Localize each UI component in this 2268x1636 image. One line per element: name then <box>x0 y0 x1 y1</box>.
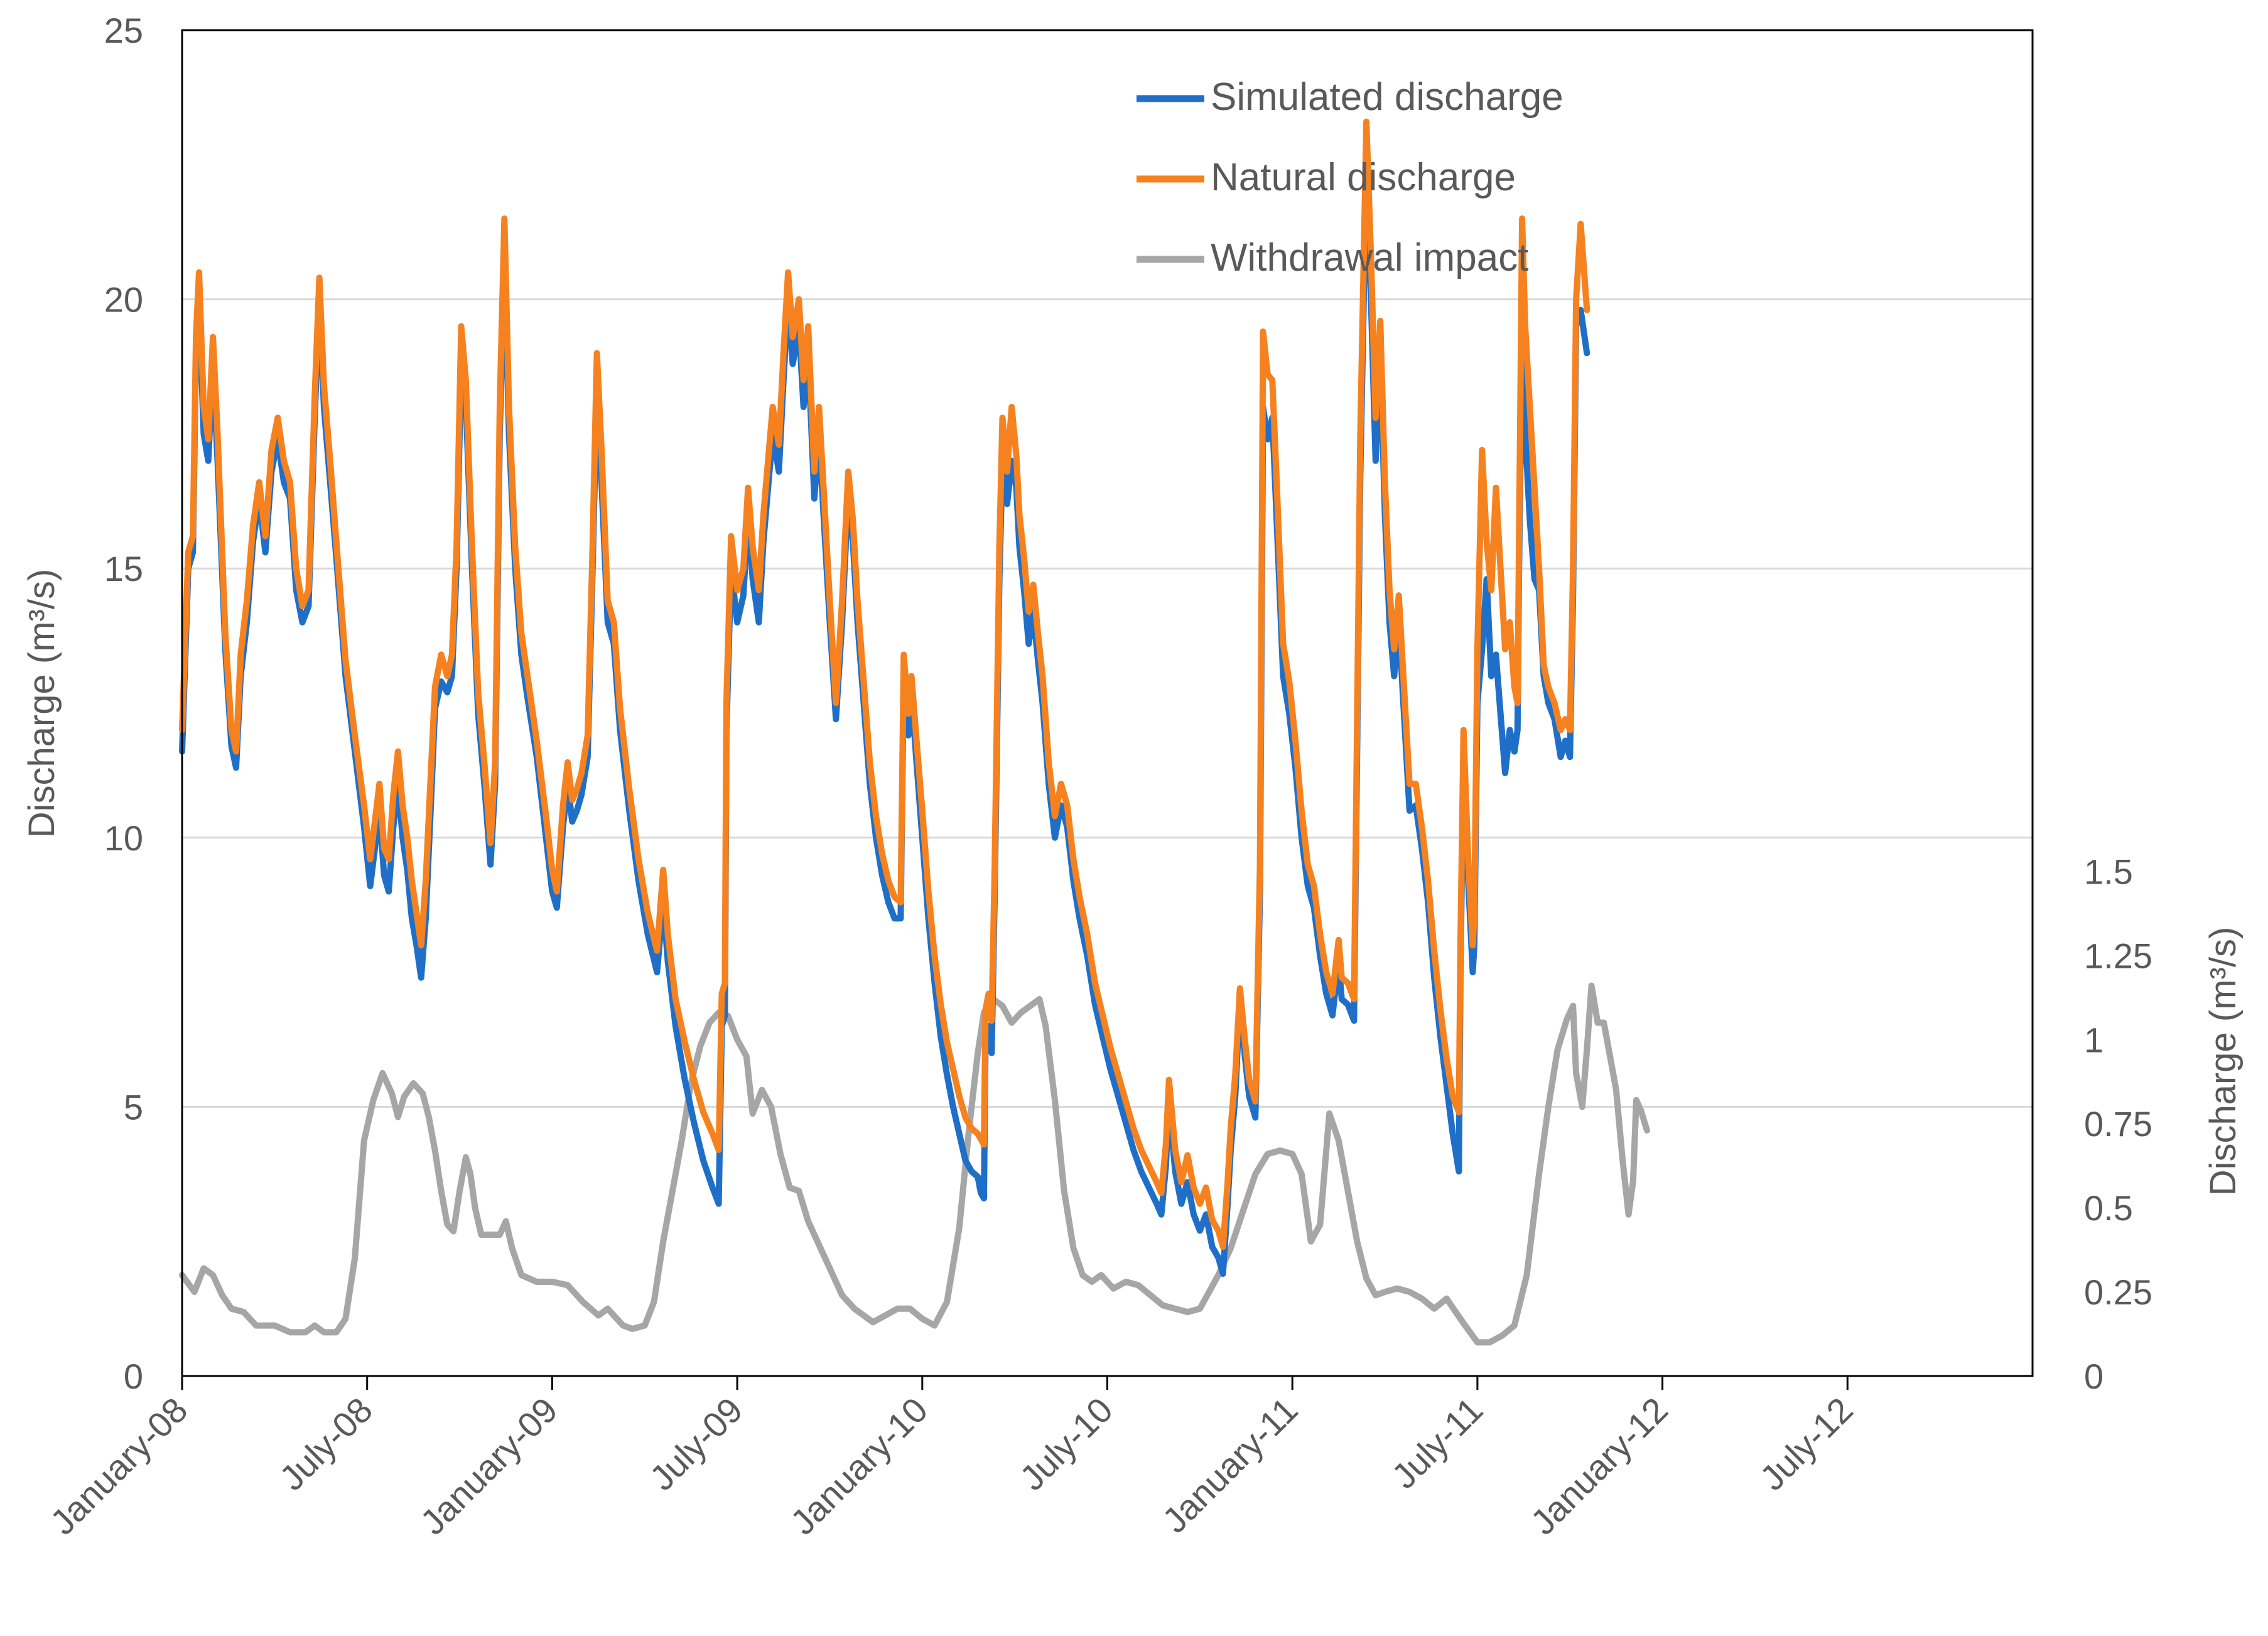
x-tick-label: January-10 <box>783 1390 936 1542</box>
x-tick-label: January-12 <box>1523 1390 1675 1542</box>
x-tick-label: July-10 <box>1012 1390 1120 1498</box>
right-tick-label: 0.75 <box>2084 1104 2152 1144</box>
legend: Simulated discharge Natural discharge With… <box>1137 75 1563 279</box>
left-tick-label: 20 <box>104 280 143 320</box>
series-lines <box>179 118 1650 1346</box>
legend-label: Simulated discharge <box>1211 75 1563 119</box>
left-tick-label: 5 <box>124 1087 143 1127</box>
x-tick-label: July-12 <box>1752 1390 1860 1498</box>
series-line-withdrawal-impact <box>179 982 1650 1346</box>
x-tick-label: January-11 <box>1155 1390 1305 1541</box>
right-tick-label: 0.5 <box>2084 1188 2133 1228</box>
right-tick-label: 0.25 <box>2084 1272 2152 1312</box>
x-tick-label: January-08 <box>43 1390 195 1542</box>
left-tick-label: 10 <box>104 818 143 858</box>
x-tick-label: January-09 <box>413 1390 565 1542</box>
left-axis-label: Discharge (m³/s) <box>21 569 62 838</box>
right-tick-label: 1.5 <box>2084 852 2133 891</box>
x-tick-label: July-08 <box>272 1390 380 1498</box>
series-line-natural-discharge <box>179 118 1590 1250</box>
right-tick-label: 1 <box>2084 1020 2103 1059</box>
legend-label: Natural discharge <box>1211 156 1516 199</box>
left-tick-label: 15 <box>104 549 143 588</box>
x-tick-label: July-11 <box>1384 1390 1490 1496</box>
right-tick-label: 1.25 <box>2084 936 2152 975</box>
right-tick-label: 0 <box>2084 1357 2103 1396</box>
right-axis-label: Discharge (m³/s) <box>2203 927 2244 1196</box>
left-tick-label: 0 <box>124 1357 143 1396</box>
left-tick-label: 25 <box>104 11 143 50</box>
legend-label: Withdrawal impact <box>1211 236 1528 279</box>
x-tick-label: July-09 <box>642 1390 750 1498</box>
